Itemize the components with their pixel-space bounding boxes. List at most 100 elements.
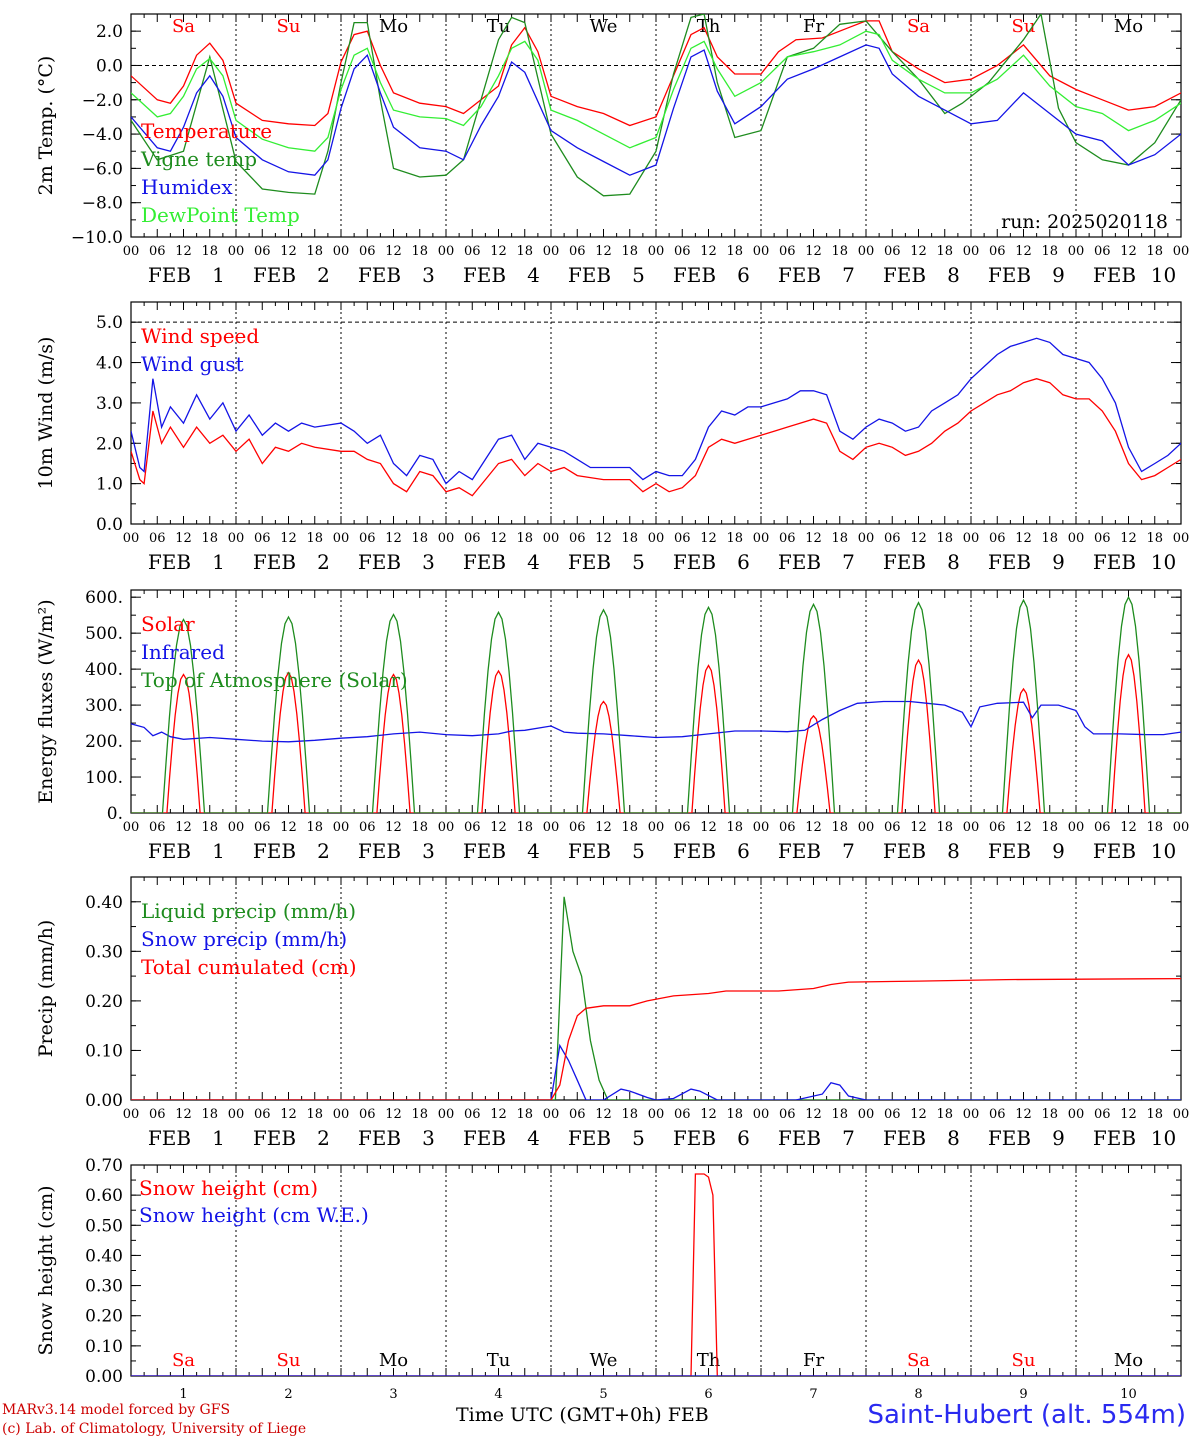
hour-tick-label: 18	[411, 1107, 428, 1122]
hour-tick-label: 12	[385, 531, 402, 546]
hour-tick-label: 12	[175, 1107, 192, 1122]
hour-tick-label: 00	[543, 531, 560, 546]
day-label: 10	[1151, 839, 1176, 863]
hour-tick-label: 18	[621, 244, 638, 259]
day-label: 4	[527, 839, 540, 863]
series-line-wind-gust	[131, 337, 1181, 485]
hour-tick-label: 00	[228, 1107, 245, 1122]
hour-tick-label: 00	[648, 820, 665, 835]
day-label: 5	[632, 839, 645, 863]
weekday-label: Sa	[172, 16, 195, 37]
series-group	[131, 896, 1181, 1100]
legend-entry: Wind speed	[141, 324, 259, 348]
weekday-label: Fr	[803, 16, 824, 37]
hour-tick-label: 12	[910, 531, 927, 546]
hour-tick-label: 06	[359, 531, 376, 546]
hour-tick-label: 12	[700, 820, 717, 835]
hour-tick-label: 00	[753, 531, 770, 546]
day-label: 8	[947, 839, 960, 863]
hour-tick-label: 12	[1120, 820, 1137, 835]
hour-tick-label: 06	[149, 531, 166, 546]
y-axis-label: Snow height (cm)	[35, 1185, 57, 1355]
month-label: FEB	[148, 263, 191, 287]
y-axis-label: 10m Wind (m/s)	[35, 337, 57, 490]
run-label: run: 2025020118	[1001, 211, 1168, 233]
month-label: FEB	[253, 839, 296, 863]
hour-tick-label: 12	[175, 820, 192, 835]
month-label: FEB	[988, 550, 1031, 574]
month-label: FEB	[148, 550, 191, 574]
hour-tick-label: 06	[884, 1107, 901, 1122]
day-label: 4	[527, 263, 540, 287]
day-label: 4	[527, 550, 540, 574]
hour-tick-label: 00	[438, 820, 455, 835]
weekday-label: Th	[697, 16, 721, 37]
hour-tick-label: 12	[910, 1107, 927, 1122]
hour-tick-label: 18	[621, 1107, 638, 1122]
hour-tick-label: 18	[411, 531, 428, 546]
series-line-snow-precip-mm-h	[131, 1043, 1181, 1100]
month-label: FEB	[358, 263, 401, 287]
day-label: 3	[422, 263, 435, 287]
day-label: 8	[947, 550, 960, 574]
hour-tick-label: 06	[254, 820, 271, 835]
hour-tick-label: 00	[438, 1107, 455, 1122]
hour-tick-label: 00	[963, 1107, 980, 1122]
hour-tick-label: 00	[858, 1107, 875, 1122]
day-label: 1	[212, 263, 225, 287]
day-label: 7	[842, 1126, 855, 1150]
weekday-label: Sa	[907, 1350, 930, 1371]
series-line-infrared	[131, 700, 1181, 743]
day-label: 2	[317, 263, 330, 287]
hour-tick-label: 18	[201, 244, 218, 259]
series-line-solar	[131, 653, 1181, 813]
hour-tick-label: 12	[280, 531, 297, 546]
hour-tick-label: 18	[726, 820, 743, 835]
month-label: FEB	[148, 839, 191, 863]
day-label: 10	[1151, 263, 1176, 287]
hour-tick-label: 00	[648, 244, 665, 259]
hour-tick-label: 18	[1041, 820, 1058, 835]
y-tick-label: 0.00	[85, 1091, 123, 1111]
month-label: FEB	[778, 839, 821, 863]
y-axis-label: Energy fluxes (W/m²)	[35, 599, 57, 803]
y-tick-label: −8.0	[82, 194, 123, 214]
y-tick-label: 0.20	[85, 1307, 123, 1327]
lab-credit: (c) Lab. of Climatology, University of L…	[2, 1421, 307, 1437]
hour-tick-label: 12	[805, 244, 822, 259]
hour-tick-label: 00	[1173, 1107, 1190, 1122]
hour-tick-label: 06	[1094, 1107, 1111, 1122]
hour-tick-label: 00	[963, 244, 980, 259]
hour-tick-label: 06	[674, 531, 691, 546]
hour-tick-label: 00	[648, 531, 665, 546]
hour-tick-label: 00	[228, 531, 245, 546]
y-axis-label: 2m Temp. (°C)	[35, 56, 57, 196]
hour-tick-label: 12	[490, 820, 507, 835]
hour-tick-label: 18	[411, 820, 428, 835]
hour-tick-label: 00	[858, 531, 875, 546]
y-tick-label: 0.10	[85, 1041, 123, 1061]
hour-tick-label: 12	[280, 820, 297, 835]
month-label: FEB	[358, 839, 401, 863]
y-axis-label: Precip (mm/h)	[35, 920, 57, 1058]
month-label: FEB	[883, 263, 926, 287]
legend-entry: Top of Atmosphere (Solar)	[141, 668, 408, 692]
weekday-label: Sa	[907, 16, 930, 37]
hour-tick-label: 12	[490, 244, 507, 259]
hour-tick-label: 18	[516, 244, 533, 259]
hour-tick-label: 06	[359, 244, 376, 259]
series-group	[131, 595, 1181, 813]
legend-entry: Wind gust	[141, 352, 244, 376]
hour-tick-label: 06	[674, 244, 691, 259]
hour-tick-label: 18	[831, 1107, 848, 1122]
hour-tick-label: 12	[700, 1107, 717, 1122]
y-tick-label: 5.0	[96, 313, 123, 333]
hour-tick-label: 12	[700, 244, 717, 259]
hour-tick-label: 06	[254, 1107, 271, 1122]
series-line-dewpoint-temp	[131, 30, 1181, 152]
y-tick-label: 0.00	[85, 1367, 123, 1387]
hour-tick-label: 06	[884, 531, 901, 546]
hour-tick-label: 12	[805, 531, 822, 546]
